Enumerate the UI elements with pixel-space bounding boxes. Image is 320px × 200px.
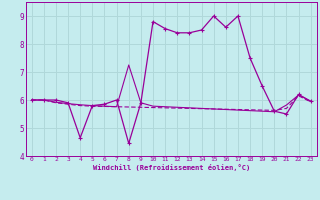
X-axis label: Windchill (Refroidissement éolien,°C): Windchill (Refroidissement éolien,°C) — [92, 164, 250, 171]
